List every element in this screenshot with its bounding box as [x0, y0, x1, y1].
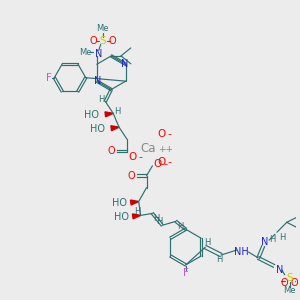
Text: HO: HO: [112, 197, 127, 208]
Text: O: O: [157, 129, 165, 139]
Text: N: N: [276, 265, 284, 275]
Text: ++: ++: [158, 146, 173, 154]
Text: N: N: [121, 59, 128, 69]
Text: O: O: [291, 278, 298, 288]
Text: H: H: [269, 235, 275, 244]
Text: -: -: [163, 159, 167, 169]
Text: H: H: [156, 217, 163, 226]
Text: O: O: [109, 35, 116, 46]
Text: Me: Me: [96, 24, 109, 33]
Text: -: -: [167, 129, 171, 139]
Text: HO: HO: [90, 124, 105, 134]
Text: O: O: [127, 171, 135, 181]
Text: N: N: [94, 76, 101, 86]
Text: Me: Me: [79, 48, 91, 57]
Polygon shape: [105, 112, 113, 117]
Text: O: O: [281, 278, 289, 288]
Text: S: S: [99, 35, 106, 46]
Text: H: H: [177, 222, 183, 231]
Text: F: F: [46, 73, 51, 83]
Text: O: O: [89, 35, 97, 46]
Text: O: O: [129, 152, 137, 162]
Text: NH: NH: [234, 247, 249, 257]
Text: O: O: [153, 159, 161, 169]
Text: -: -: [139, 152, 142, 162]
Text: H: H: [216, 256, 222, 265]
Text: H: H: [98, 95, 105, 104]
Text: Ca: Ca: [141, 142, 156, 154]
Text: N: N: [262, 237, 269, 247]
Text: H: H: [204, 238, 211, 247]
Polygon shape: [111, 126, 119, 131]
Polygon shape: [133, 214, 141, 219]
Polygon shape: [130, 200, 139, 205]
Text: -: -: [167, 157, 171, 167]
Text: N: N: [95, 50, 102, 59]
Text: Me: Me: [284, 286, 296, 295]
Text: HO: HO: [114, 212, 129, 222]
Text: H: H: [114, 107, 120, 116]
Text: S: S: [286, 273, 293, 283]
Text: F: F: [183, 268, 189, 278]
Text: H: H: [134, 207, 141, 216]
Text: O: O: [157, 157, 165, 167]
Text: O: O: [107, 146, 115, 156]
Text: H: H: [153, 214, 160, 223]
Text: HO: HO: [85, 110, 100, 120]
Text: H: H: [279, 233, 285, 242]
